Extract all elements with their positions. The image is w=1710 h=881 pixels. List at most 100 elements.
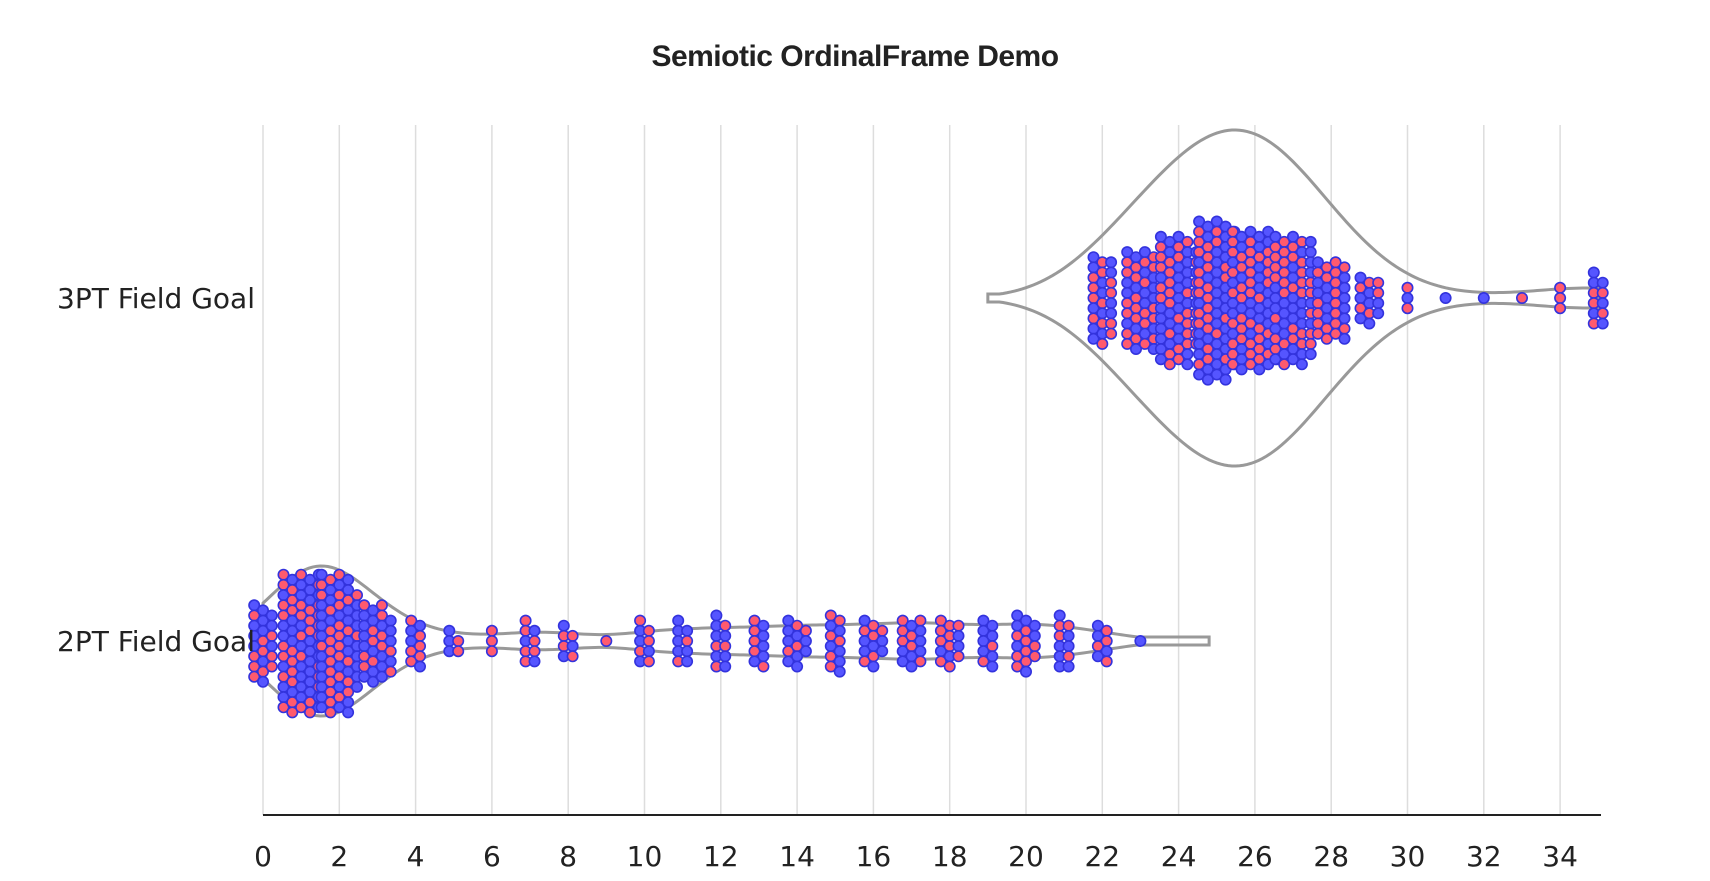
shot-point	[1372, 276, 1385, 289]
shot-point	[528, 655, 541, 668]
shot-point	[943, 660, 956, 673]
shot-point	[1062, 660, 1075, 673]
shot-point	[350, 589, 363, 602]
shot-point	[1304, 235, 1317, 248]
shot-point	[642, 655, 655, 668]
x-tick-label: 16	[856, 840, 892, 873]
shot-point	[1363, 317, 1376, 330]
shot-point	[413, 650, 426, 663]
shot-point	[519, 614, 532, 627]
x-tick-label: 32	[1466, 840, 1502, 873]
shot-point	[672, 614, 685, 627]
shot-point	[799, 634, 812, 647]
shot-point	[1163, 358, 1176, 371]
shot-point	[952, 640, 965, 653]
shot-point	[1311, 327, 1324, 340]
shot-point	[1401, 302, 1414, 315]
shot-point	[265, 640, 278, 653]
shot-point	[1354, 312, 1367, 325]
shot-point	[1401, 291, 1414, 304]
shot-point	[905, 660, 918, 673]
shot-point	[757, 619, 770, 632]
shot-point	[952, 650, 965, 663]
shot-point	[642, 645, 655, 658]
shot-point	[1100, 645, 1113, 658]
shot-point	[452, 645, 465, 658]
shot-point	[952, 629, 965, 642]
shot-point	[1219, 373, 1232, 386]
shot-point	[757, 650, 770, 663]
shot-point	[634, 614, 647, 627]
shot-point	[719, 629, 732, 642]
x-tick-label: 28	[1313, 840, 1349, 873]
shot-point	[528, 634, 541, 647]
shot-point	[1028, 650, 1041, 663]
shot-point	[1154, 353, 1167, 366]
grid-lines	[262, 125, 1561, 815]
shot-point	[324, 706, 337, 719]
shot-point	[566, 640, 579, 653]
shot-point	[342, 573, 355, 586]
shot-point	[1338, 322, 1351, 335]
shot-point	[1269, 353, 1282, 366]
shot-point	[384, 645, 397, 658]
shot-point	[1105, 317, 1118, 330]
shot-point	[896, 655, 909, 668]
shot-point	[1338, 302, 1351, 315]
shot-point	[710, 609, 723, 622]
x-tick-label: 26	[1237, 840, 1273, 873]
x-tick-label: 12	[703, 840, 739, 873]
shot-point	[719, 660, 732, 673]
shot-point	[1554, 302, 1567, 315]
shot-point	[914, 634, 927, 647]
shot-point	[1181, 348, 1194, 361]
shot-point	[1062, 650, 1075, 663]
shot-point	[1181, 235, 1194, 248]
shot-point	[1138, 337, 1151, 350]
shot-point	[986, 629, 999, 642]
shot-point	[384, 624, 397, 637]
shot-point	[342, 706, 355, 719]
shot-point	[1105, 286, 1118, 299]
shot-point	[1134, 634, 1147, 647]
shot-point	[914, 614, 927, 627]
shot-point	[1304, 348, 1317, 361]
shot-point	[914, 624, 927, 637]
shot-point	[1596, 276, 1609, 289]
shot-point	[1105, 327, 1118, 340]
shot-point	[833, 655, 846, 668]
x-tick-label: 30	[1390, 840, 1426, 873]
shot-point	[782, 655, 795, 668]
shot-point	[1100, 624, 1113, 637]
shot-point	[1304, 246, 1317, 259]
shot-point	[1105, 266, 1118, 279]
x-tick-label: 34	[1542, 840, 1578, 873]
shot-point	[1596, 297, 1609, 310]
shot-point	[557, 619, 570, 632]
shot-point	[1226, 358, 1239, 371]
shot-point	[413, 619, 426, 632]
x-tick-label: 14	[779, 840, 815, 873]
shot-point	[315, 701, 328, 714]
violin-outline	[986, 128, 1600, 468]
shot-point	[528, 624, 541, 637]
x-tick-label: 6	[483, 840, 501, 873]
shot-point	[1372, 297, 1385, 310]
shot-point	[485, 634, 498, 647]
shot-point	[642, 634, 655, 647]
shot-point	[1100, 634, 1113, 647]
shot-point	[1011, 660, 1024, 673]
shot-point	[265, 650, 278, 663]
shot-point	[1028, 619, 1041, 632]
shot-point	[566, 629, 579, 642]
shot-point	[824, 660, 837, 673]
shot-point	[1193, 368, 1206, 381]
shot-point	[1338, 332, 1351, 345]
shot-point	[1587, 266, 1600, 279]
shot-point	[1091, 650, 1104, 663]
shot-point	[485, 645, 498, 658]
shot-point	[1201, 373, 1214, 386]
x-tick-label: 10	[627, 840, 663, 873]
shot-point	[681, 655, 694, 668]
shot-point	[799, 645, 812, 658]
